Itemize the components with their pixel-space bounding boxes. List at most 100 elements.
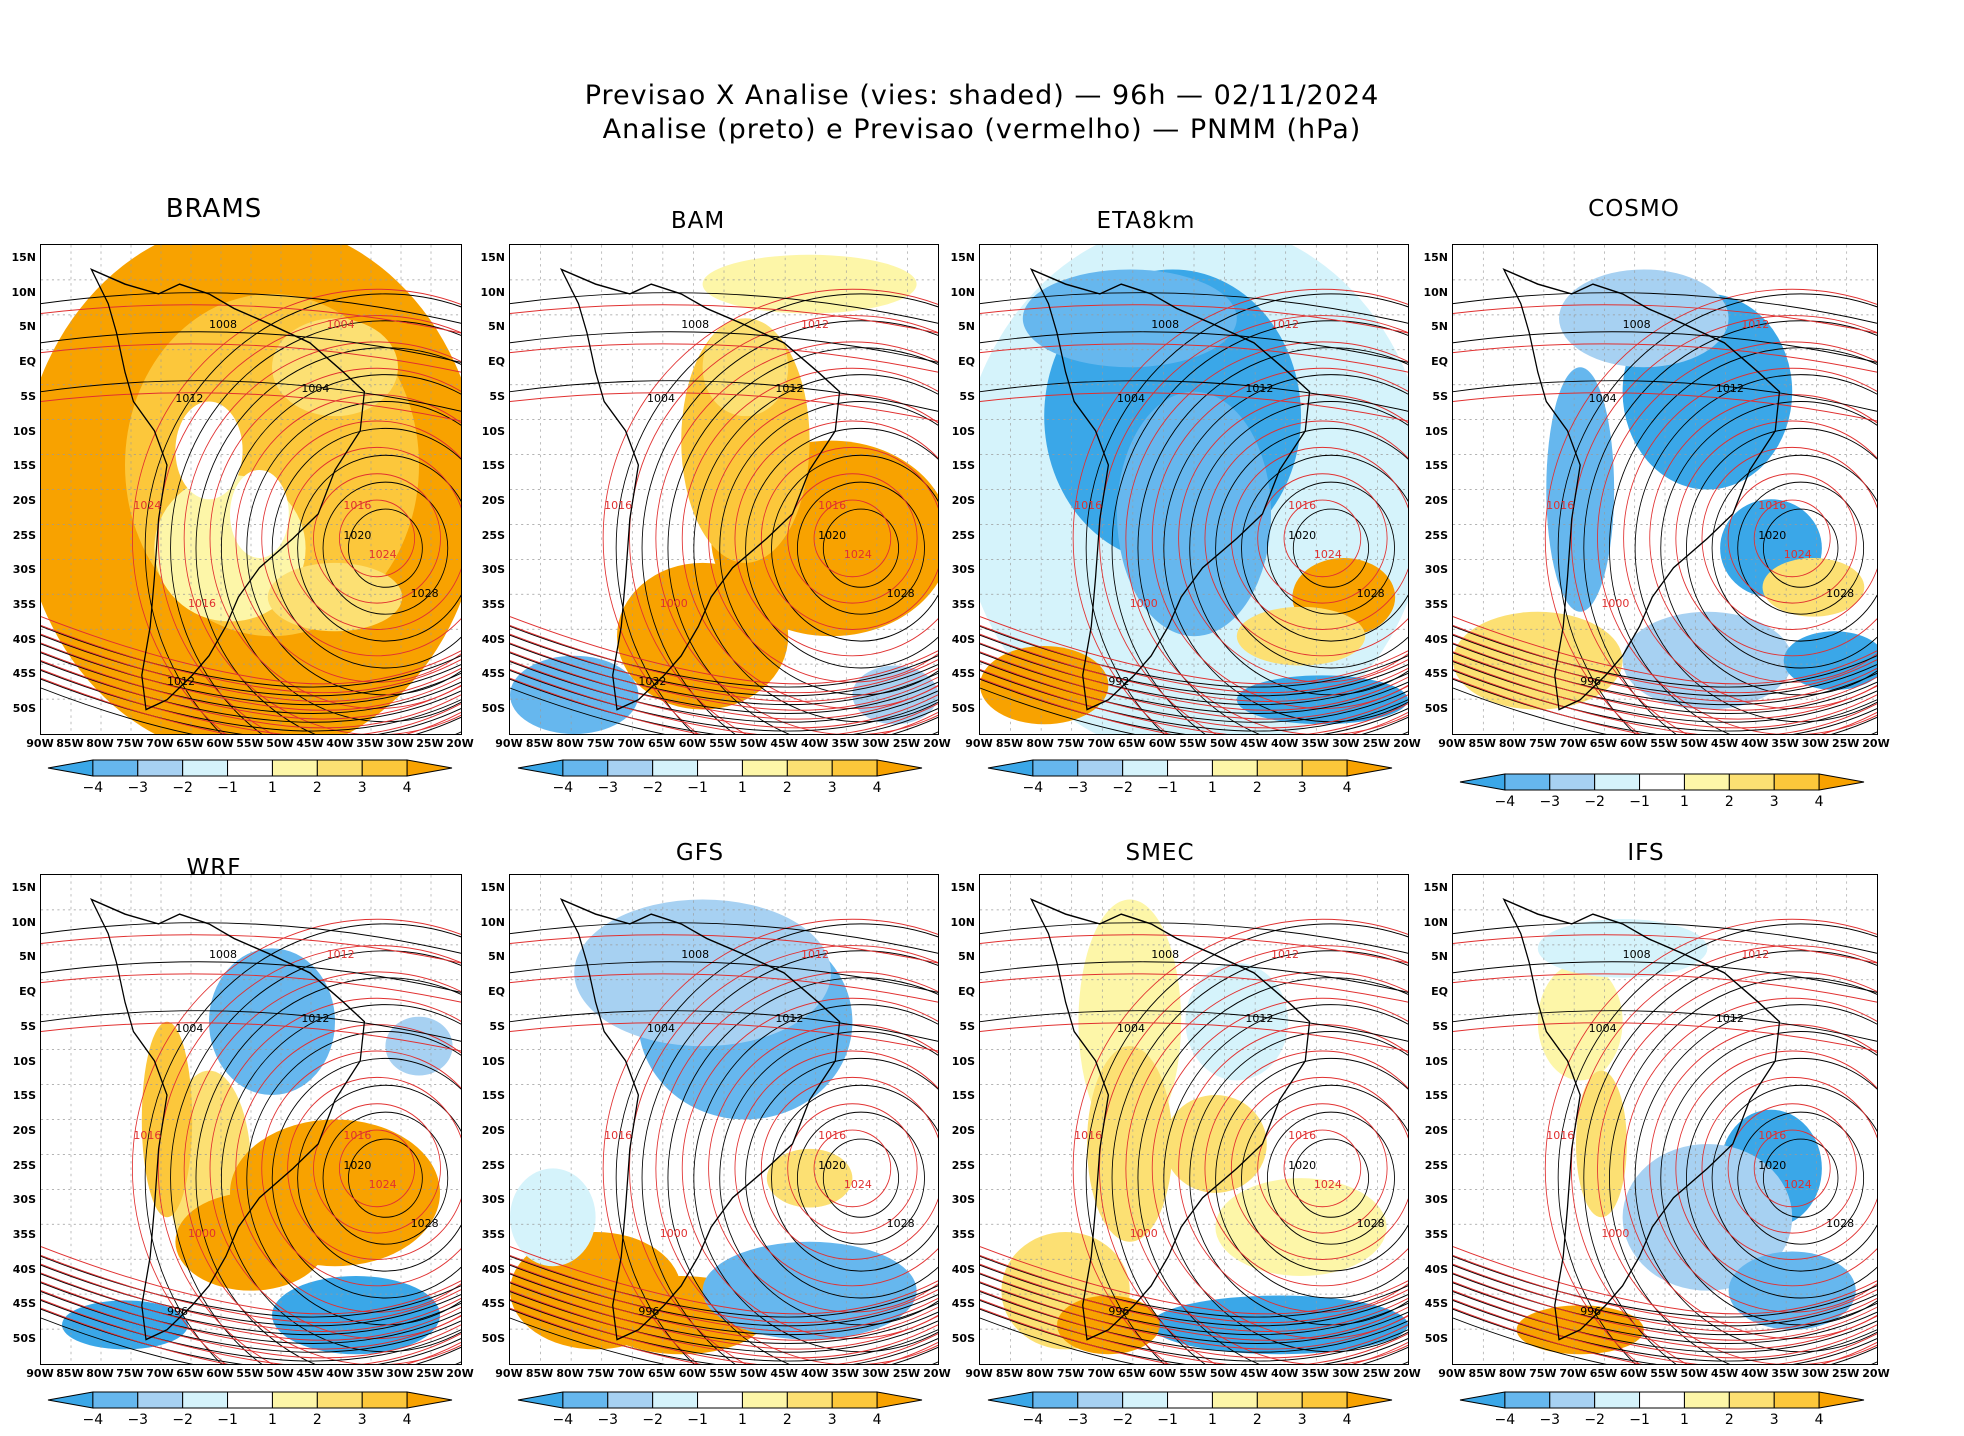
colorbar-swatch: [47, 1391, 94, 1409]
colorbar-label: −4: [1494, 794, 1516, 810]
contour-label: 1016: [133, 1129, 162, 1143]
lat-label: 25S: [12, 1158, 36, 1172]
contour-label: 1008: [1622, 318, 1651, 332]
bias-shading-1: [209, 948, 336, 1096]
lat-label: 50S: [12, 702, 36, 716]
lon-label: 80W: [1498, 1367, 1527, 1380]
map-canvas-smec: [980, 875, 1408, 1364]
contour-label: 1012: [175, 391, 204, 405]
colorbar-label: 2: [782, 1412, 792, 1428]
colorbar-swatch: [786, 759, 833, 777]
lat-label: 45S: [481, 1297, 505, 1311]
lon-label: 70W: [146, 737, 174, 750]
lat-label: 5S: [1432, 389, 1448, 403]
colorbar-label: 4: [872, 780, 882, 796]
lat-label: 5N: [958, 950, 975, 964]
contour-label: 1016: [1546, 1129, 1575, 1143]
lat-label: 5N: [958, 320, 975, 334]
contour-label: 1012: [775, 1011, 804, 1025]
colorbar-swatch: [607, 1391, 654, 1409]
lon-label: 80W: [556, 1367, 584, 1380]
colorbar-label: 2: [1252, 1412, 1262, 1428]
colorbar-label: −4: [82, 1412, 104, 1428]
contour-label: 1016: [1758, 499, 1787, 513]
colorbar-label: −2: [1112, 1412, 1133, 1428]
lon-label: 45W: [1710, 1367, 1739, 1380]
contour-label: 1008: [1622, 948, 1651, 962]
colorbar-swatch: [652, 759, 699, 777]
colorbar-swatch: [786, 1391, 833, 1409]
colorbar-label: −1: [217, 1412, 238, 1428]
colorbar-label: −2: [642, 780, 663, 796]
lon-label: 50W: [266, 1367, 294, 1380]
bias-shading-3: [175, 401, 243, 500]
lon-label: 40W: [800, 1367, 829, 1380]
colorbar-swatch: [316, 1391, 363, 1409]
panel-title-gfs: GFS: [675, 840, 725, 866]
contour-label: 1028: [886, 1217, 915, 1231]
contour-label: 1024: [368, 1178, 397, 1192]
panel-title-smec: SMEC: [1125, 840, 1195, 866]
contour-label: 1016: [1288, 1129, 1317, 1143]
lat-label: 20S: [12, 1123, 36, 1137]
lon-label: 50W: [1209, 737, 1238, 750]
lon-label: 50W: [1209, 1367, 1238, 1380]
contour-label: 1024: [843, 548, 872, 562]
lat-label: 5S: [20, 389, 36, 403]
lat-label: 15N: [480, 881, 505, 894]
contour-label: 1012: [1245, 1011, 1274, 1025]
lon-label: 75W: [116, 737, 144, 750]
colorbar-label: 4: [402, 780, 412, 796]
lat-label: 15N: [1423, 251, 1448, 264]
map-panel-bam: 1008 1012 1004 1016 1020 1024 1028 1000 1032 1016…: [509, 244, 939, 735]
lon-label: 35W: [831, 1367, 859, 1380]
lat-label: 10S: [1424, 1054, 1448, 1068]
lat-label: 10S: [1424, 424, 1448, 438]
bias-shading-5: [1728, 1251, 1856, 1330]
map-panel-smec: 1008 1012 1004 1016 1020 1024 1028 1000 996 1016 1…: [979, 874, 1409, 1365]
lon-label: 35W: [1771, 1367, 1799, 1380]
lat-label: EQ: [1431, 985, 1448, 999]
contour-label: 1028: [1356, 1217, 1385, 1231]
lon-label: 90W: [26, 1367, 54, 1380]
lon-label: 85W: [525, 1367, 554, 1380]
contour-label: 1004: [646, 1021, 675, 1035]
lon-label: 40W: [326, 737, 354, 750]
lat-label: 10S: [12, 424, 36, 438]
contour-label: 1024: [133, 499, 162, 513]
lon-label: 85W: [56, 737, 84, 750]
lon-label: 90W: [1438, 1367, 1466, 1380]
lat-label: 45S: [1424, 667, 1448, 681]
colorbar-label: 3: [357, 1412, 367, 1428]
coastline: [89, 268, 366, 711]
contour-label: 1016: [1074, 499, 1103, 513]
lat-label: 5S: [1432, 1019, 1448, 1033]
lat-label: 5N: [488, 950, 505, 964]
colorbar-label: 1: [1679, 1412, 1689, 1428]
contour-label: 1020: [1758, 528, 1787, 542]
lat-label: 30S: [951, 1193, 975, 1207]
contour-label: 1020: [343, 528, 372, 542]
lat-label: 35S: [951, 1228, 975, 1241]
contour-label: 1004: [301, 381, 330, 395]
contour-label: 1004: [1588, 1021, 1617, 1035]
map-canvas-gfs: [510, 875, 938, 1364]
contour-label: 1024: [1313, 1178, 1342, 1192]
bias-shading-2: [574, 899, 831, 1047]
map-canvas-ifs: [1453, 875, 1877, 1364]
lat-label: 5S: [959, 389, 975, 403]
contour-label: 1024: [368, 548, 397, 562]
colorbar-label: −4: [1022, 780, 1044, 796]
lat-label: 45S: [1424, 1297, 1448, 1311]
bias-shading-4: [1575, 1070, 1627, 1218]
lon-label: 85W: [995, 1367, 1024, 1380]
contour-label: 1012: [1245, 381, 1274, 395]
colorbar-swatch: [47, 759, 94, 777]
lon-label: 25W: [416, 737, 444, 750]
lat-label: 10N: [480, 285, 505, 299]
bias-shading-5: [702, 1241, 917, 1340]
lat-label: 50S: [951, 702, 975, 716]
contour-label: 1016: [343, 1129, 372, 1143]
lat-label: 15S: [951, 459, 975, 473]
colorbar-label: 1: [267, 1412, 277, 1428]
